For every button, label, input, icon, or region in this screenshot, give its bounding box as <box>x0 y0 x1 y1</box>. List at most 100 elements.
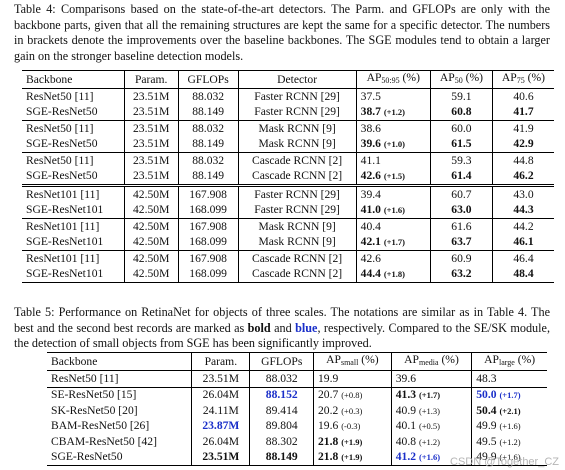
ap50-cell: 63.0 <box>429 202 493 219</box>
ap75-cell: 43.0 <box>491 184 554 203</box>
ap50-cell: 60.7 <box>429 184 493 203</box>
ap75-cell: 46.4 <box>491 250 554 267</box>
ap-cell: 42.1 (+1.7) <box>355 234 431 251</box>
table-row: SGE-ResNet101 42.50M 168.099 Cascade RCNN [… <box>22 266 554 283</box>
ap-large-cell: 50.4 (+2.1) <box>471 403 547 419</box>
ap-cell: 39.4 <box>355 184 431 203</box>
ap50-cell: 63.2 <box>429 266 493 283</box>
header-gflops: GFLOPs <box>249 352 314 371</box>
table-row: SE-ResNet50 [15] 26.04M 88.152 20.7 (+0.8) 4… <box>47 386 547 403</box>
ap-cell: 42.6 (+1.5) <box>355 168 431 186</box>
table-row: SGE-ResNet50 23.51M 88.149 Faster RCNN [29]… <box>22 104 554 121</box>
ap75-cell: 44.2 <box>491 218 554 235</box>
header-gflops: GFLOPs <box>177 70 239 89</box>
ap-cell: 38.7 (+1.2) <box>355 104 431 121</box>
gflops-cell: 167.908 <box>177 218 239 235</box>
backbone-cell: ResNet50 [11] <box>22 120 125 137</box>
gflops-cell: 89.414 <box>249 403 314 419</box>
bold-word: bold <box>247 320 271 335</box>
table-row: ResNet101 [11] 42.50M 167.908 Cascade RCNN … <box>22 250 554 267</box>
backbone-cell: SGE-ResNet50 <box>26 137 98 151</box>
ap75-cell: 44.8 <box>491 152 554 169</box>
ap-media-cell: 41.3 (+1.7) <box>390 386 472 403</box>
param-cell: 42.50M <box>123 266 179 283</box>
ap50-cell: 63.7 <box>429 234 493 251</box>
backbone-cell: ResNet101 [11] <box>22 218 125 235</box>
detector-cell: Mask RCNN [9] <box>237 218 357 235</box>
backbone-cell: SE-ResNet50 [15] <box>47 386 192 403</box>
param-cell: 23.87M <box>191 418 250 434</box>
param-cell: 23.51M <box>123 168 179 186</box>
table5: Backbone Param. GFLOPs APsmall (%) APmed… <box>47 352 547 466</box>
detector-cell: Faster RCNN [29] <box>237 104 357 121</box>
ap50-cell: 60.9 <box>429 250 493 267</box>
backbone-cell: CBAM-ResNet50 [42] <box>51 434 157 448</box>
header-backbone: Backbone <box>22 70 125 89</box>
table-row: SGE-ResNet101 42.50M 168.099 Faster RCNN [2… <box>22 202 554 219</box>
table-row: SGE-ResNet50 23.51M 88.149 Mask RCNN [9] 39.… <box>22 136 554 153</box>
ap50-cell: 59.3 <box>429 152 493 169</box>
table-row: SGE-ResNet101 42.50M 168.099 Mask RCNN [9] 4… <box>22 234 554 251</box>
ap-large-cell: 49.9 (+1.6) <box>471 418 547 434</box>
backbone-cell: ResNet50 [11] <box>22 152 125 169</box>
ap-cell: 41.1 <box>355 152 431 169</box>
ap-small-cell: 21.8 (+1.9) <box>313 434 392 450</box>
header-param: Param. <box>123 70 179 89</box>
header-backbone: Backbone <box>47 352 192 371</box>
ap-small-cell: 19.9 <box>313 370 392 387</box>
param-cell: 42.50M <box>123 250 179 267</box>
ap-small-cell: 21.8 (+1.9) <box>313 449 392 466</box>
param-cell: 23.51M <box>123 104 179 121</box>
gflops-cell: 88.152 <box>249 386 314 403</box>
param-cell: 23.51M <box>123 88 179 105</box>
gflops-cell: 88.032 <box>177 88 239 105</box>
backbone-cell: BAM-ResNet50 [26] <box>51 419 150 433</box>
watermark: CSDN @Together_CZ <box>450 456 559 468</box>
table-row: CBAM-ResNet50 [42] 26.04M 88.302 21.8 (+1.9… <box>47 434 547 450</box>
ap50-cell: 60.8 <box>429 104 493 121</box>
ap50-cell: 61.4 <box>429 168 493 186</box>
detector-cell: Faster RCNN [29] <box>237 88 357 105</box>
ap75-cell: 41.7 <box>491 104 554 121</box>
detector-cell: Mask RCNN [9] <box>237 120 357 137</box>
ap-media-cell: 40.8 (+1.2) <box>390 434 472 450</box>
ap-media-cell: 41.2 (+1.6) <box>390 449 472 466</box>
table-row: BAM-ResNet50 [26] 23.87M 89.804 19.6 (-0.3)… <box>47 418 547 434</box>
ap-media-cell: 39.6 <box>390 370 472 387</box>
ap75-cell: 46.1 <box>491 234 554 251</box>
ap-cell: 39.6 (+1.0) <box>355 136 431 153</box>
ap-large-cell: 50.0 (+1.7) <box>471 386 547 403</box>
ap50-cell: 60.0 <box>429 120 493 137</box>
ap75-cell: 42.9 <box>491 136 554 153</box>
backbone-cell: SGE-ResNet50 <box>26 169 98 183</box>
ap-large-cell: 48.3 <box>471 370 547 387</box>
gflops-cell: 168.099 <box>177 202 239 219</box>
ap75-cell: 44.3 <box>491 202 554 219</box>
backbone-cell: ResNet101 [11] <box>22 184 125 203</box>
ap50-cell: 61.6 <box>429 218 493 235</box>
gflops-cell: 167.908 <box>177 250 239 267</box>
header-ap: AP50:95 (%) <box>355 70 431 89</box>
backbone-cell: SK-ResNet50 [20] <box>51 403 138 417</box>
gflops-cell: 88.032 <box>177 152 239 169</box>
table-row: SGE-ResNet50 23.51M 88.149 21.8 (+1.9) 41.2 … <box>47 449 547 466</box>
header-detector: Detector <box>237 70 357 89</box>
ap-cell: 37.5 <box>355 88 431 105</box>
gflops-cell: 88.149 <box>177 136 239 153</box>
gflops-cell: 88.149 <box>249 449 314 466</box>
ap75-cell: 40.6 <box>491 88 554 105</box>
ap-large-cell: 49.9 (+1.6) <box>471 449 547 466</box>
ap75-cell: 41.9 <box>491 120 554 137</box>
gflops-cell: 88.032 <box>249 370 314 387</box>
param-cell: 23.51M <box>123 152 179 169</box>
detector-cell: Faster RCNN [29] <box>237 184 357 203</box>
table-row: ResNet101 [11] 42.50M 167.908 Faster RCNN [… <box>22 184 554 203</box>
param-cell: 24.11M <box>191 403 250 419</box>
detector-cell: Mask RCNN [9] <box>237 136 357 153</box>
param-cell: 42.50M <box>123 234 179 251</box>
ap-small-cell: 20.7 (+0.8) <box>313 386 392 403</box>
detector-cell: Mask RCNN [9] <box>237 234 357 251</box>
backbone-cell: ResNet101 [11] <box>22 250 125 267</box>
ap-cell: 41.0 (+1.6) <box>355 202 431 219</box>
header-ap75: AP75 (%) <box>491 70 554 89</box>
